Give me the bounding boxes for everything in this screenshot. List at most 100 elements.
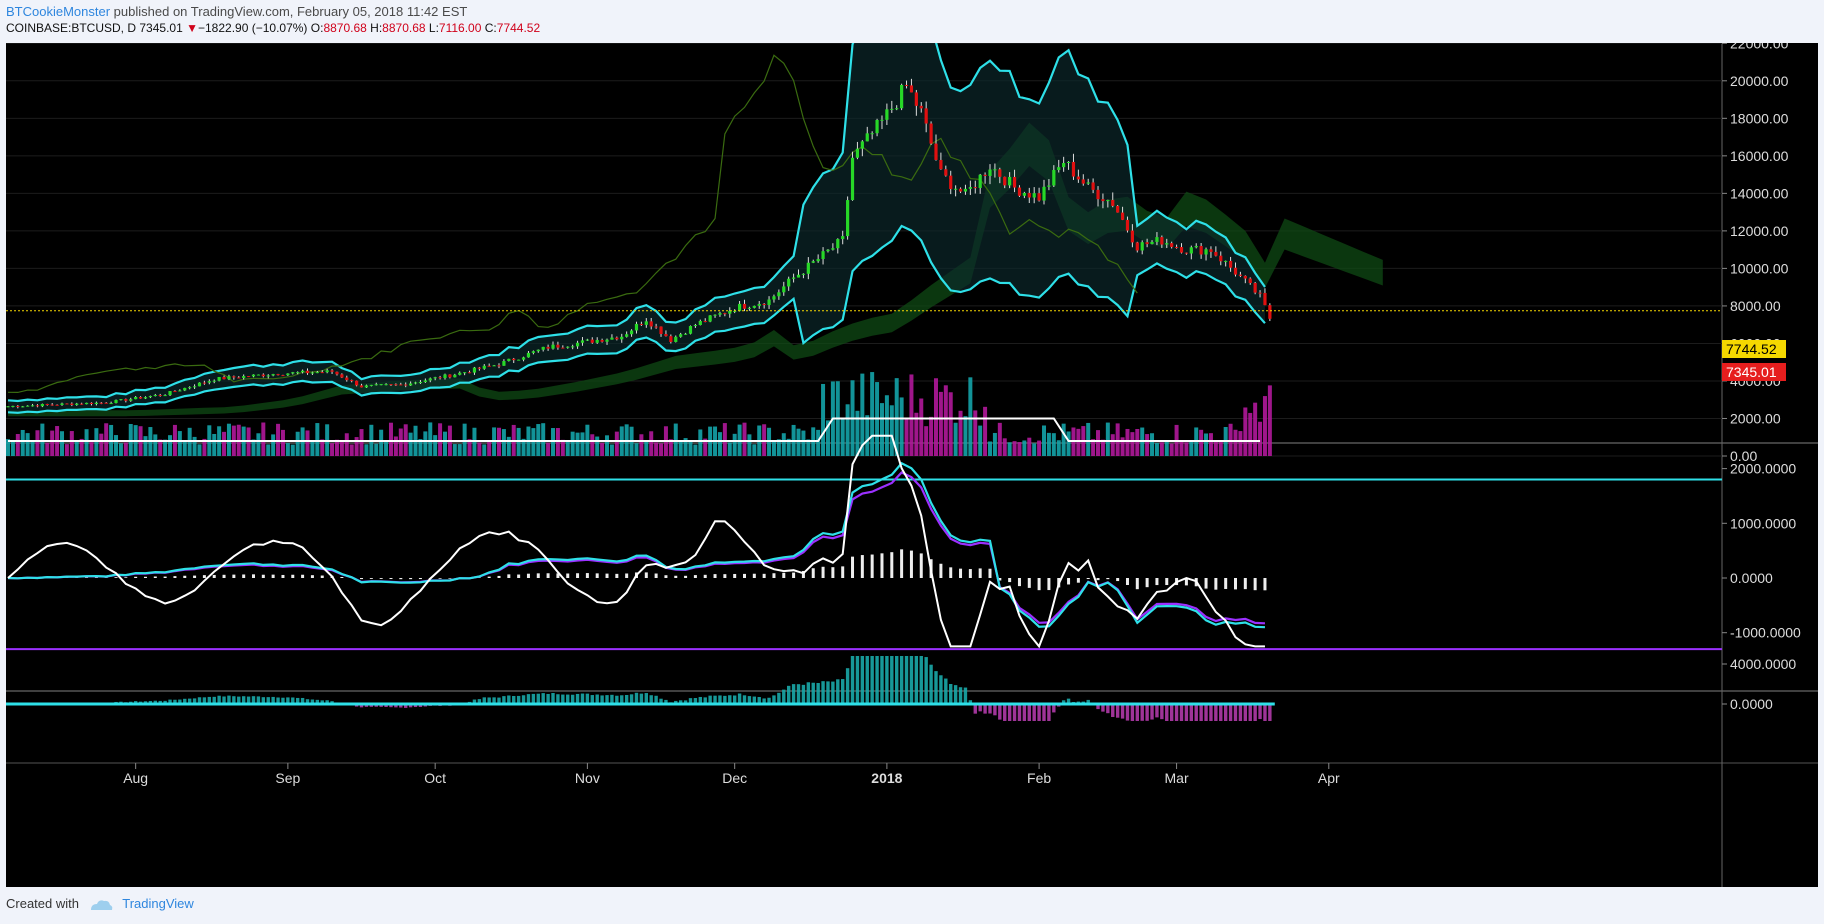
histogram-bar	[1189, 704, 1194, 721]
chart-area[interactable]: 0.002000.004000.006000.008000.0010000.00…	[6, 43, 1818, 887]
histogram-bar	[512, 695, 516, 704]
oscillator-histogram-bar	[1243, 578, 1247, 590]
histogram-bar	[885, 656, 889, 704]
histogram-bar	[713, 695, 717, 704]
volume-bar	[776, 439, 781, 456]
candle-body	[1238, 274, 1243, 276]
volume-bar	[339, 441, 344, 456]
candle-body	[919, 105, 923, 109]
time-axis-label: Nov	[575, 770, 600, 786]
volume-bar	[634, 443, 639, 456]
volume-bar	[15, 434, 20, 456]
volume-bar	[983, 406, 988, 456]
histogram-bar	[1017, 704, 1022, 721]
candle-body	[50, 404, 54, 406]
candle-body	[369, 384, 373, 386]
volume-bar	[182, 441, 187, 456]
histogram-bar	[1066, 698, 1071, 704]
histogram-bar	[654, 695, 658, 704]
volume-bar	[909, 374, 914, 456]
histogram-bar	[988, 704, 992, 714]
oscillator-histogram-bar	[1184, 578, 1188, 586]
tradingview-brand[interactable]: TradingView	[122, 896, 194, 911]
volume-bar	[1213, 441, 1218, 456]
histogram-bar	[860, 656, 865, 704]
candle-body	[70, 403, 74, 405]
histogram-bar	[963, 687, 968, 704]
volume-bar	[1056, 440, 1061, 456]
time-axis-label: Oct	[424, 770, 446, 786]
candle-body	[389, 384, 393, 386]
price-tick-label: 14000.00	[1730, 185, 1789, 201]
oscillator-histogram-bar	[703, 574, 707, 578]
oscillator-histogram-bar	[664, 575, 668, 578]
candle-body	[580, 340, 585, 343]
candle-body	[1243, 275, 1247, 279]
volume-bar	[40, 423, 45, 456]
volume-bar	[963, 416, 968, 456]
histogram-bar	[566, 694, 570, 704]
volume-bar	[590, 434, 595, 456]
lagging-span	[7, 54, 1138, 394]
volume-bar	[104, 423, 109, 456]
candle-body	[237, 377, 241, 379]
histogram-bar	[821, 681, 825, 704]
candle-body	[654, 326, 658, 328]
candle-body	[821, 251, 825, 260]
histogram-bar	[811, 682, 815, 704]
histogram-bar	[899, 656, 904, 704]
histogram-bar	[1228, 704, 1233, 721]
candle-body	[796, 274, 801, 278]
oscillator-histogram-bar	[143, 576, 147, 578]
candle-body	[487, 365, 491, 367]
histogram-bar	[487, 697, 491, 704]
histogram-bar	[178, 699, 182, 704]
oscillator-histogram-bar	[860, 555, 864, 578]
candle-body	[659, 326, 663, 335]
chart-canvas[interactable]: 0.002000.004000.006000.008000.0010000.00…	[6, 43, 1818, 887]
volume-bar	[359, 429, 364, 456]
author-link[interactable]: BTCookieMonster	[6, 4, 111, 19]
volume-bar	[266, 444, 271, 456]
volume-bar	[1100, 439, 1105, 456]
volume-bar	[477, 442, 482, 456]
volume-bar	[1169, 443, 1174, 456]
chart-header: BTCookieMonster published on TradingView…	[0, 0, 1824, 40]
volume-bar	[752, 444, 757, 456]
histogram-bar	[845, 668, 850, 704]
volume-bar	[551, 428, 556, 456]
volume-bar	[575, 432, 580, 456]
price-tick-label: 0.00	[1730, 448, 1757, 464]
candle-body	[880, 119, 884, 121]
candle-body	[296, 372, 300, 374]
histogram-bar	[1022, 704, 1027, 721]
histogram-bar	[1194, 704, 1198, 721]
histogram-bar	[315, 699, 320, 704]
histogram-bar	[796, 684, 801, 704]
symbol-label: COINBASE:BTCUSD, D	[6, 21, 137, 35]
volume-bar	[35, 430, 40, 456]
volume-bar	[1125, 428, 1130, 456]
candle-body	[492, 365, 496, 367]
candle-body	[674, 336, 678, 342]
volume-bar	[531, 428, 536, 456]
volume-bar	[717, 432, 722, 456]
histogram-bar	[325, 700, 329, 704]
oscillator-histogram-bar	[1125, 578, 1129, 585]
oscillator-histogram-bar	[792, 572, 796, 578]
histogram-bar	[968, 700, 973, 704]
oscillator-histogram-bar	[310, 575, 314, 578]
oscillator-histogram-bar	[1047, 578, 1051, 591]
oscillator-histogram-bar	[301, 574, 305, 578]
volume-bar	[69, 431, 74, 456]
volume-bar	[1159, 442, 1164, 456]
histogram-bar	[286, 697, 290, 704]
price-tick-label: 10000.00	[1730, 260, 1789, 276]
candle-body	[688, 326, 693, 334]
volume-bar	[565, 441, 570, 456]
histogram-bar	[953, 685, 958, 704]
oscillator-histogram-bar	[1096, 578, 1100, 581]
candle-body	[124, 399, 128, 401]
candle-body	[993, 169, 997, 171]
oscillator-histogram-bar	[546, 573, 550, 578]
